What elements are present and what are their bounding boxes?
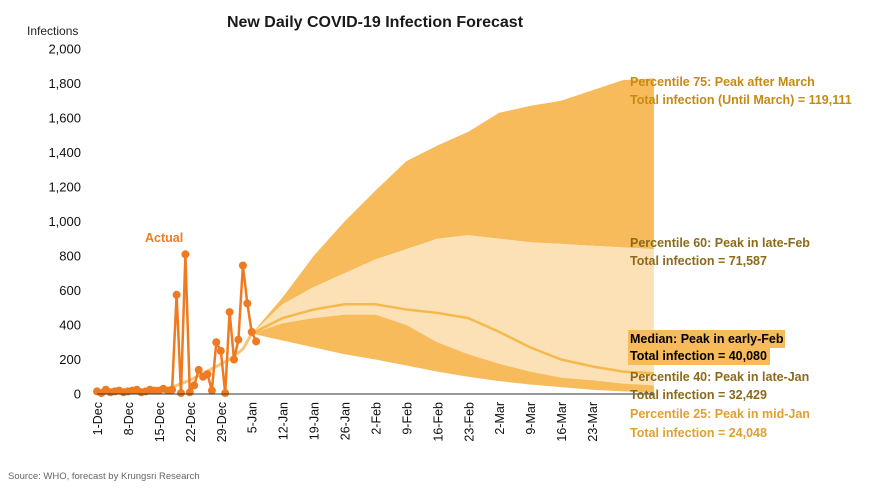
x-tick-label: 22-Dec bbox=[184, 402, 198, 442]
chart-title: New Daily COVID-19 Infection Forecast bbox=[227, 14, 524, 31]
median-annotation-highlight bbox=[628, 330, 785, 348]
x-tick-label: 15-Dec bbox=[153, 402, 167, 442]
band-p75-p60 bbox=[251, 78, 654, 334]
median-line bbox=[251, 303, 654, 375]
x-tick-label: 2-Mar bbox=[493, 402, 507, 435]
band-p60-p40 bbox=[251, 235, 654, 386]
actual-point bbox=[212, 338, 221, 347]
actual-line bbox=[96, 253, 258, 395]
actual-point bbox=[238, 261, 247, 270]
y-tick-label: 1,400 bbox=[48, 145, 81, 160]
forecast-bands bbox=[251, 78, 654, 393]
annotation-peak-text: Percentile 40: Peak in late-Jan bbox=[630, 370, 809, 384]
y-tick-label: 800 bbox=[59, 249, 81, 264]
actual-point bbox=[181, 250, 190, 259]
actual-point bbox=[230, 355, 238, 364]
actual-point bbox=[247, 327, 256, 336]
actual-point bbox=[221, 389, 230, 398]
x-tick-label: 12-Jan bbox=[277, 402, 291, 440]
annotation-total-text: Total infection = 71,587 bbox=[630, 254, 767, 268]
actual-point bbox=[234, 335, 243, 344]
x-tick-label: 2-Feb bbox=[370, 402, 384, 435]
x-tick-label: 23-Mar bbox=[586, 402, 600, 442]
x-tick-label: 8-Dec bbox=[122, 402, 136, 435]
band-p40-p25 bbox=[251, 314, 654, 393]
y-axis-label: Infections bbox=[27, 24, 78, 38]
x-axis-ticks: 1-Dec 8-Dec 15-Dec 22-Dec 29-Dec 5-Jan 12-Jan 1… bbox=[91, 402, 600, 442]
actual-point bbox=[168, 385, 177, 394]
actual-point bbox=[207, 386, 216, 395]
x-tick-label: 9-Feb bbox=[400, 402, 414, 435]
x-tick-label: 5-Jan bbox=[246, 402, 260, 433]
x-tick-label: 29-Dec bbox=[215, 402, 229, 442]
annotation-peak-text: Median: Peak in early-Feb bbox=[630, 332, 784, 346]
x-tick-label: 19-Jan bbox=[308, 402, 322, 440]
actual-point bbox=[177, 389, 185, 398]
y-tick-label: 1,200 bbox=[48, 180, 81, 195]
x-tick-label: 1-Dec bbox=[91, 402, 105, 435]
actual-point bbox=[216, 346, 225, 355]
actual-point bbox=[225, 308, 234, 317]
y-tick-label: 1,800 bbox=[48, 76, 81, 91]
percentile-annotations: Percentile 75: Peak after March Total inf… bbox=[628, 75, 852, 440]
y-tick-label: 0 bbox=[74, 387, 81, 402]
x-tick-label: 23-Feb bbox=[462, 402, 476, 442]
annotation-total-text: Total infection = 24,048 bbox=[630, 426, 767, 440]
x-tick-label: 16-Mar bbox=[555, 402, 569, 442]
median-annotation-highlight bbox=[628, 347, 770, 365]
x-tick-label: 26-Jan bbox=[339, 402, 353, 440]
actual-point bbox=[252, 337, 261, 346]
y-tick-label: 1,600 bbox=[48, 111, 81, 126]
actual-point bbox=[203, 370, 212, 379]
y-tick-label: 400 bbox=[59, 318, 81, 333]
actual-series-label: Actual bbox=[145, 231, 183, 245]
actual-point bbox=[185, 388, 194, 397]
actual-series bbox=[93, 250, 261, 398]
y-tick-label: 2,000 bbox=[48, 42, 81, 57]
annotation-peak-text: Percentile 25: Peak in mid-Jan bbox=[630, 407, 810, 421]
x-tick-label: 16-Feb bbox=[431, 402, 445, 442]
y-axis-ticks: 0 200 400 600 800 1,000 1,200 1,400 1,600 1,800 2,… bbox=[48, 42, 81, 402]
y-tick-label: 200 bbox=[59, 352, 81, 367]
y-tick-label: 1,000 bbox=[48, 214, 81, 229]
annotation-total-text: Total infection = 32,429 bbox=[630, 388, 767, 402]
actual-point bbox=[243, 299, 252, 308]
annotation-total-text: Total infection = 40,080 bbox=[630, 349, 767, 363]
x-tick-label: 9-Mar bbox=[524, 402, 538, 435]
y-tick-label: 600 bbox=[59, 283, 81, 298]
actual-point bbox=[172, 290, 181, 299]
annotation-peak-text: Percentile 60: Peak in late-Feb bbox=[630, 236, 810, 250]
source-note: Source: WHO, forecast by Krungsri Resear… bbox=[8, 471, 200, 482]
annotation-total-text: Total infection (Until March) = 119,111 bbox=[630, 93, 852, 107]
annotation-peak-text: Percentile 75: Peak after March bbox=[630, 75, 815, 89]
actual-point bbox=[190, 381, 199, 390]
actual-point bbox=[194, 365, 203, 374]
